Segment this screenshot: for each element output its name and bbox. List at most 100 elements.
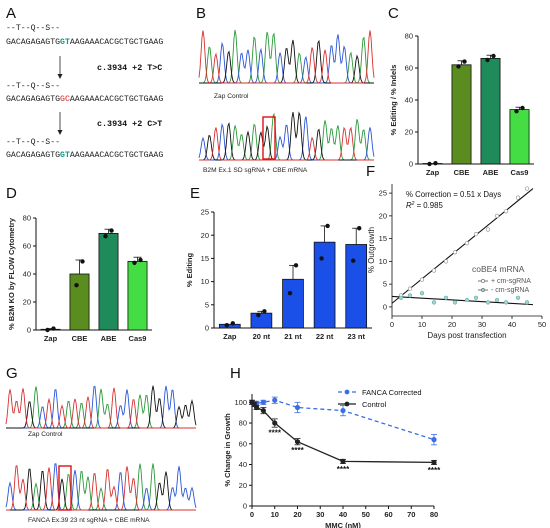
- seq-row-2-prefix: GACAGAGAGTG: [6, 95, 60, 104]
- chart-c-data-point: [514, 109, 519, 114]
- chart-e-y-axis-title: % Editing: [185, 253, 194, 288]
- seq-row-2-mid: GC: [60, 95, 70, 104]
- chart-e-data-point: [293, 263, 299, 268]
- chart-d-data-point: [103, 234, 108, 239]
- panel-label-e: E: [190, 185, 200, 202]
- chart-f-data-point: [515, 195, 521, 200]
- chart-f-data-point: [485, 227, 491, 232]
- chart-e-bar: [282, 278, 304, 329]
- seq-row-2: GACAGAGAGTGGCAAGAAACACGCTGCTGAAG: [6, 95, 163, 104]
- chart-d-bar: [69, 273, 90, 331]
- chart-h-xtick-label: 10: [271, 510, 279, 519]
- chart-d-bar: [40, 328, 61, 331]
- chart-f-data-point: [443, 259, 449, 264]
- chart-h-ytick-label: 80: [239, 419, 247, 428]
- chart-f-data-point: [407, 286, 413, 291]
- chart-e: 0 5 10 15 20 25 Zap 20 nt 21 nt 22 nt 23 nt % Editi…: [185, 208, 372, 341]
- chart-f-xtick-label: 30: [478, 320, 486, 329]
- chart-f-data-point: [515, 295, 521, 300]
- chart-f-data-point: [494, 297, 500, 303]
- seq-row-3-mid: GT: [60, 151, 70, 160]
- chart-c-xtick-label: Cas9: [511, 168, 529, 177]
- chart-c-bar: [509, 109, 530, 165]
- chart-h-xtick-label: 0: [250, 510, 254, 519]
- chart-h-xtick-label: 20: [293, 510, 301, 519]
- chart-c-y-axis-title: % Editing / % Indels: [389, 65, 398, 136]
- chart-h-xtick-label: 30: [316, 510, 324, 519]
- chart-d-data-point: [45, 327, 50, 333]
- mutation-label-2: c.3934 +2 C>T: [97, 119, 162, 129]
- chart-e-xtick-label: Zap: [223, 332, 237, 341]
- chart-h-ytick-label: 100: [234, 398, 247, 407]
- chart-e-data-point: [351, 258, 356, 263]
- chart-f-xtick-label: 40: [508, 320, 516, 329]
- chart-d-xtick-label: ABE: [101, 334, 117, 343]
- panel-label-b: B: [196, 5, 206, 22]
- chart-d-xtick-label: CBE: [72, 334, 88, 343]
- chart-c-bar: [451, 64, 472, 165]
- chart-d-data-point: [138, 257, 143, 263]
- chart-d-data-point: [109, 228, 114, 233]
- chart-f-xtick-label: 50: [538, 320, 546, 329]
- chart-e-data-point: [262, 309, 267, 314]
- chart-d-data-point: [74, 283, 79, 288]
- chart-f-fit-line: [391, 188, 534, 304]
- seq-row-3-prefix: GACAGAGAGTG: [6, 151, 60, 160]
- chart-e-xtick-label: 23 nt: [347, 332, 365, 341]
- chart-h-data-point: [260, 399, 266, 405]
- chart-d-ytick-label: 20: [23, 298, 31, 307]
- arrow-1-head: [57, 74, 63, 79]
- chart-d-xtick-label: Cas9: [129, 334, 147, 343]
- seq-row-1: GACAGAGAGTGGTAAGAAACACGCTGCTGAAG: [6, 38, 163, 47]
- panel-label-d: D: [6, 185, 17, 202]
- chart-f-legend-label: - cm-sgRNA: [491, 287, 529, 294]
- chart-d-ytick-label: 0: [27, 326, 31, 335]
- panel-label-f: F: [366, 163, 375, 180]
- seq-row-3-suffix: AAGAAACACGCTGCTGAAG: [70, 151, 163, 160]
- seq-row-1-suffix: AAGAAACACGCTGCTGAAG: [70, 38, 163, 47]
- chromatogram-g-edited: [5, 463, 197, 511]
- chart-d-data-point: [51, 326, 56, 331]
- chart-f-data-point: [503, 300, 509, 305]
- chart-f-r2-annotation: R2 = 0.985: [406, 201, 443, 210]
- chart-d-data-point: [132, 260, 137, 265]
- chart-f-data-point: [431, 268, 437, 273]
- chart-c-xtick-label: Zap: [426, 168, 440, 177]
- chart-f-y-axis-title: % Outgrowth: [367, 227, 376, 273]
- chart-e-data-point: [256, 312, 261, 318]
- chart-h-ytick-label: 0: [243, 502, 247, 511]
- chart-d-bar: [127, 260, 148, 331]
- chart-f-data-point: [398, 295, 404, 300]
- chromatogram-g-control-trace-1: [6, 385, 196, 429]
- chart-d-ytick-label: 60: [23, 242, 31, 251]
- chart-f-data-point: [431, 300, 437, 305]
- chart-d-bar: [98, 232, 119, 331]
- chart-f-data-point: [407, 293, 413, 298]
- chart-h-data-point: [431, 437, 437, 443]
- mutation-label-1: c.3934 +2 T>C: [97, 63, 162, 73]
- chart-h-xtick-label: 40: [339, 510, 347, 519]
- chart-c: 0 20 40 60 80 Zap CBE ABE Cas9 % Editing / % Inde…: [389, 32, 534, 177]
- chart-h-data-point: [340, 458, 346, 465]
- panel-label-c: C: [388, 5, 399, 22]
- chart-f-legend-title: coBE4 mRNA: [472, 264, 525, 274]
- chart-h-data-point: [272, 397, 278, 403]
- chart-c-data-point: [456, 64, 461, 69]
- chart-d-ytick-label: 80: [23, 214, 31, 223]
- chart-c-ytick-label: 80: [405, 32, 413, 41]
- chromatogram-b-top-caption: Zap Control: [214, 93, 249, 100]
- chart-f-data-point: [473, 231, 479, 237]
- seq-row-3: GACAGAGAGTGGTAAGAAACACGCTGCTGAAG: [6, 151, 163, 160]
- panel-label-g: G: [6, 365, 18, 382]
- highlight-box-b: [262, 116, 276, 160]
- chart-f-data-point: [524, 300, 530, 305]
- chart-f-data-point: [494, 213, 500, 218]
- chart-f-ytick-label: 25: [379, 189, 387, 198]
- chart-f-data-point: [503, 209, 509, 214]
- chart-h-xtick-label: 70: [407, 510, 415, 519]
- chart-c-xtick-label: ABE: [483, 168, 499, 177]
- chromatogram-b-control: [198, 29, 375, 84]
- chart-f-data-point: [524, 186, 530, 191]
- chart-e-data-point: [287, 291, 293, 296]
- chart-c-data-point: [485, 57, 490, 63]
